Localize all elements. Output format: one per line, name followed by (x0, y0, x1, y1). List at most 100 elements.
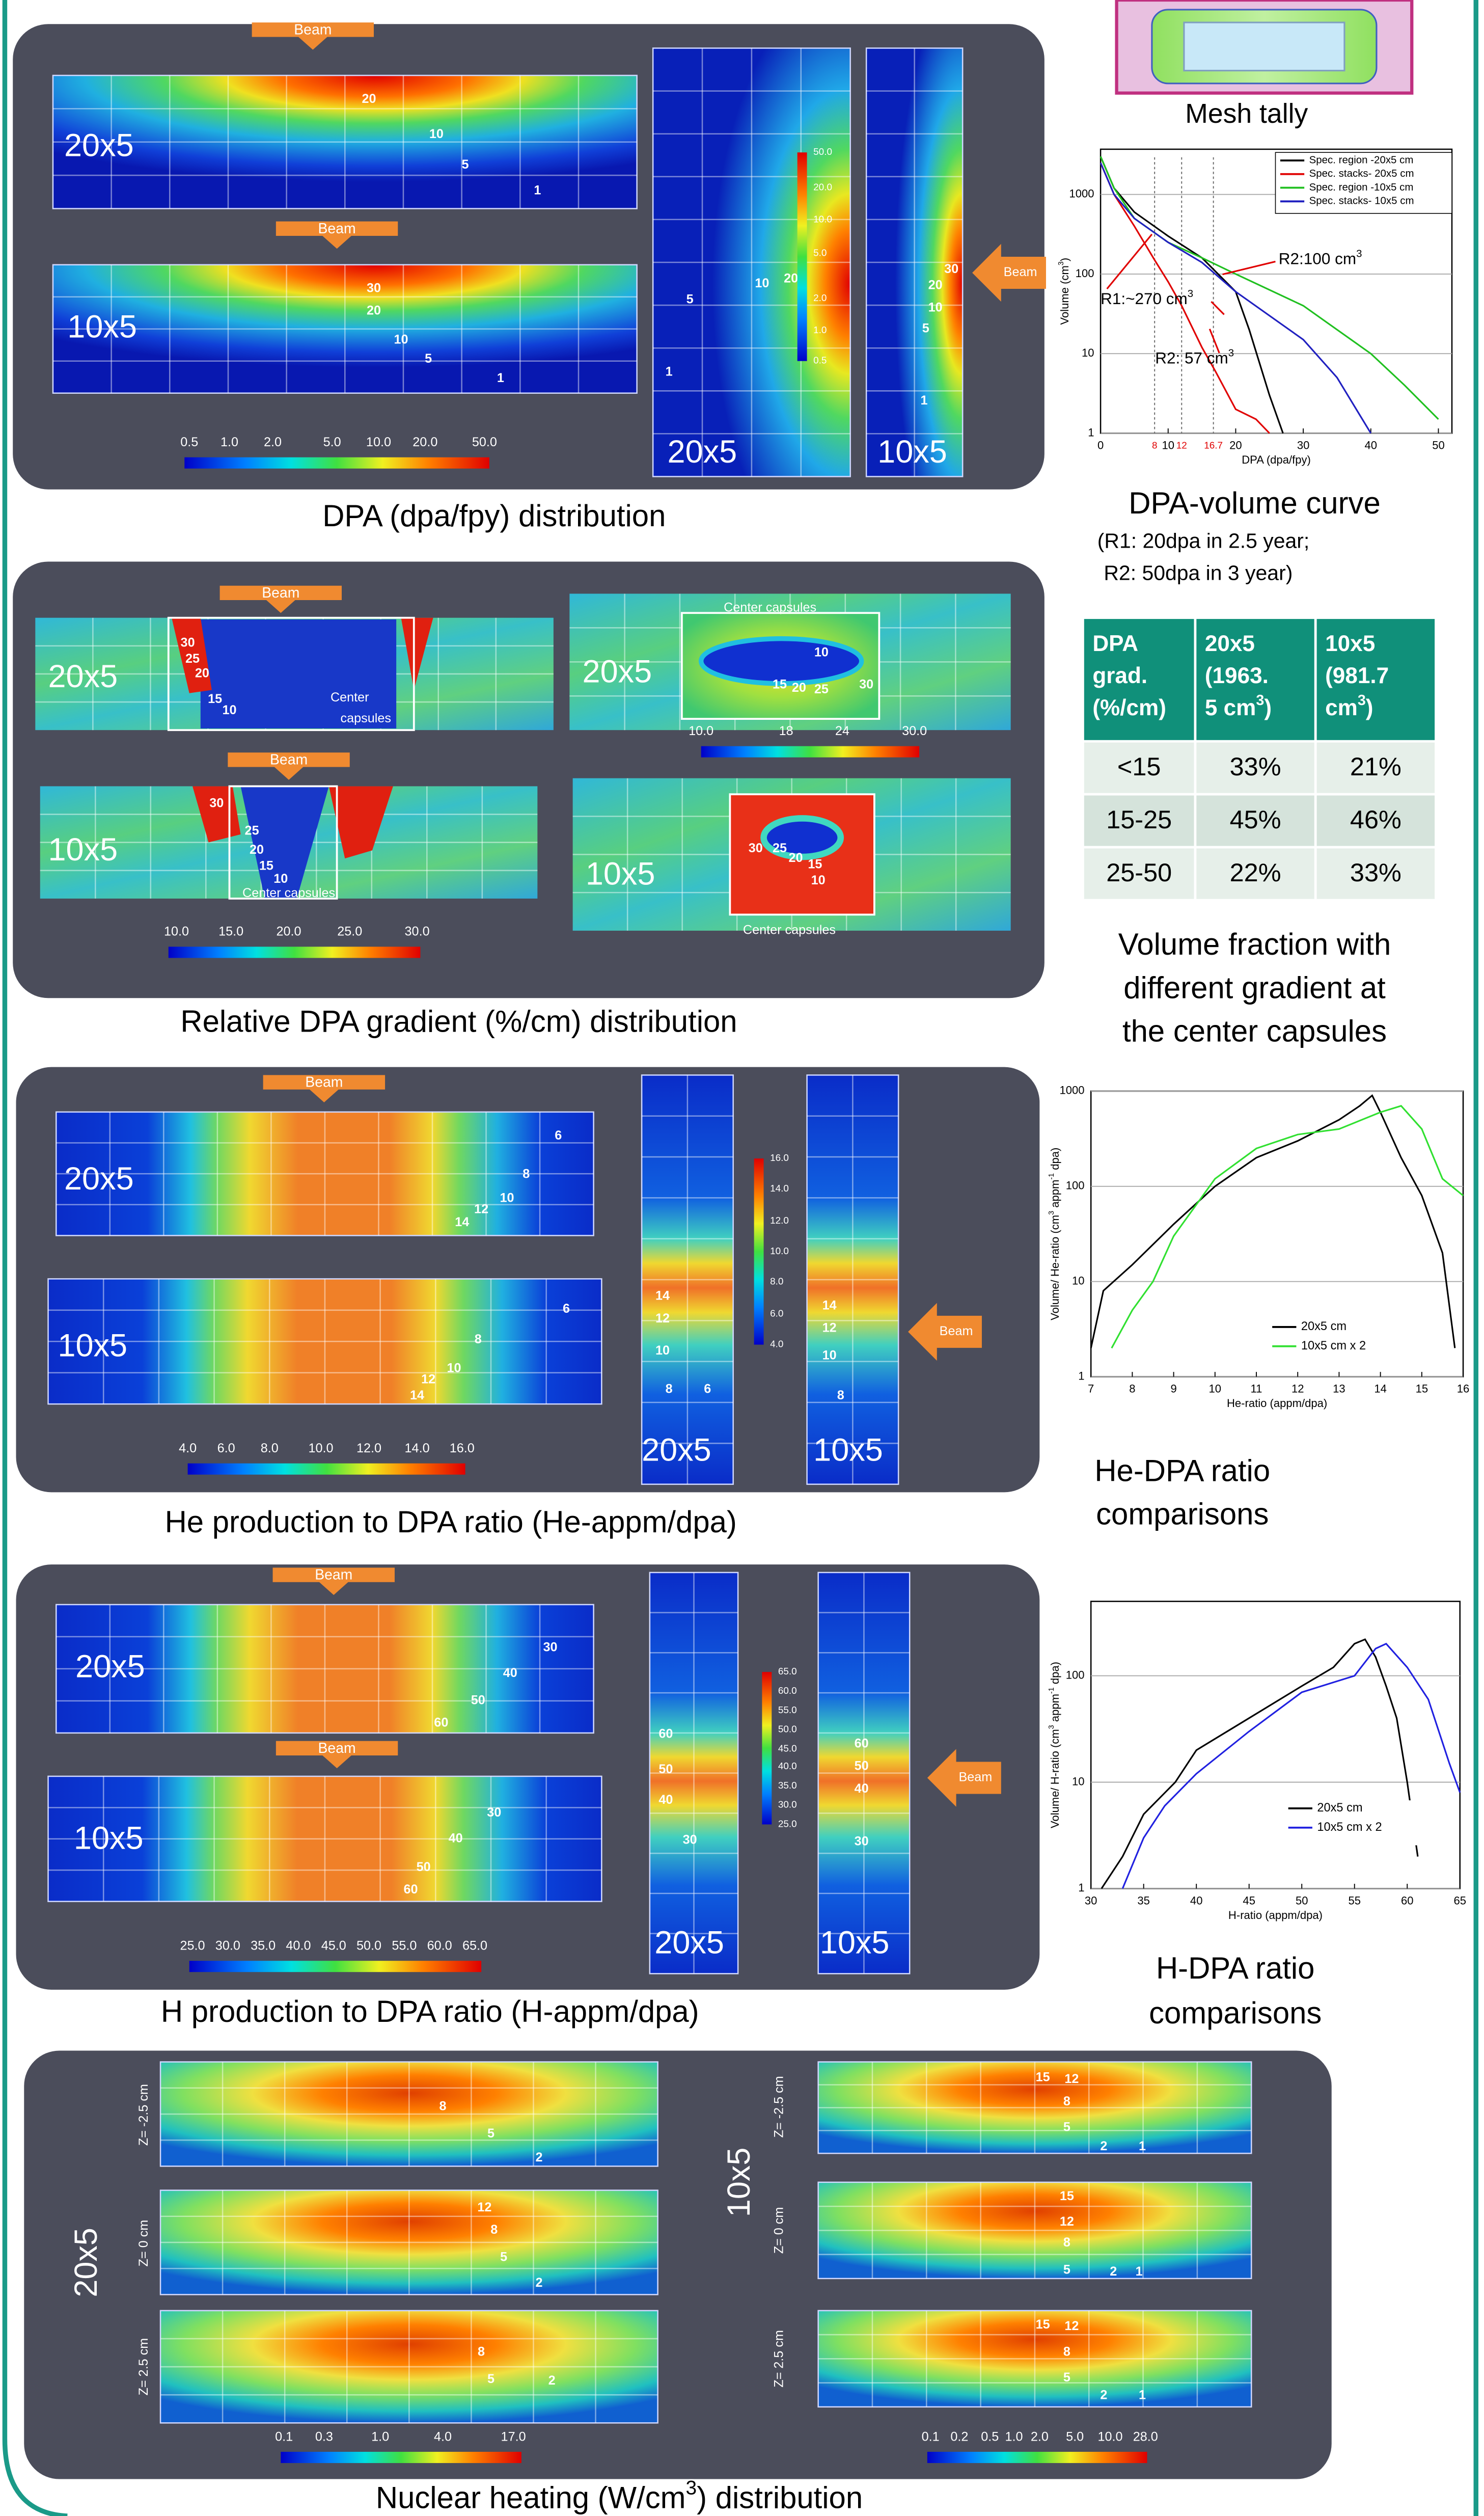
colorbar-label: 4.0 (770, 1339, 783, 1350)
beam-label: Beam (318, 221, 356, 237)
text-part: 3 (1057, 261, 1065, 265)
x-tick-label: 40 (1190, 1894, 1203, 1907)
colorbar-label: 0.5 (813, 356, 827, 366)
table-cell-text: 33% (1230, 752, 1281, 781)
map-label: 20x5 (64, 1161, 134, 1197)
contour-label: 30 (944, 262, 958, 276)
text-part: 3 (686, 2477, 697, 2499)
colorbar-label: 25.0 (180, 1938, 205, 1953)
label: Center capsules (743, 923, 836, 937)
colorbar-label: 40.0 (778, 1761, 797, 1772)
colorbar-label: 4.0 (434, 2429, 452, 2444)
contour-label: 10 (429, 127, 444, 141)
contour-label: 12 (655, 1311, 670, 1325)
colorbar-label: 35.0 (778, 1780, 797, 1791)
x-tick-label: 12 (1291, 1383, 1304, 1395)
map-label: 20x5 (68, 2228, 104, 2297)
panel-caption: Nuclear heating (W/cm3) distribution (376, 2477, 863, 2514)
y-tick-label: 1 (1078, 1881, 1084, 1894)
colorbar-label: 5.0 (1066, 2429, 1084, 2444)
text-part: ) (1366, 695, 1373, 720)
colorbar-label: 12.0 (356, 1441, 381, 1455)
contour-label: 1 (921, 393, 928, 408)
beam-label: Beam (270, 752, 308, 768)
contour-label: 5 (487, 2372, 494, 2386)
contour-label: 14 (410, 1388, 424, 1402)
contour-label: 30 (209, 796, 224, 810)
table-cell-text: 45% (1230, 805, 1281, 834)
map-label: 10x5 (877, 434, 947, 470)
map-label: 20x5 (64, 127, 134, 163)
contour-label: 60 (658, 1727, 673, 1741)
colorbar-label: 55.0 (778, 1705, 797, 1716)
contour-label: 8 (1063, 2344, 1070, 2359)
map-label: 10x5 (58, 1328, 127, 1364)
colorbar (169, 946, 421, 958)
contour-label: 1 (666, 364, 673, 378)
label: Center (331, 690, 369, 705)
colorbar-label: 20.0 (813, 182, 832, 193)
text-part: cm (1325, 695, 1358, 720)
colorbar-label: 10.0 (309, 1441, 334, 1455)
colorbar-label: 1.0 (1005, 2429, 1023, 2444)
colorbar-label: 16.0 (770, 1153, 789, 1164)
beam-label: Beam (958, 1770, 992, 1784)
map-label: 10x5 (820, 1925, 890, 1960)
contour-label: 1 (1139, 2139, 1146, 2153)
contour-label: 5 (500, 2250, 507, 2264)
contour-label: 12 (1064, 2319, 1079, 2333)
map-label: 20x5 (668, 434, 737, 470)
colorbar-label: 65.0 (462, 1938, 487, 1953)
colorbar-label: 28.0 (1133, 2429, 1158, 2444)
contour-label: 25 (245, 823, 259, 837)
text-part: dpa) (1049, 1148, 1061, 1173)
colorbar-label: 10.0 (366, 435, 391, 449)
x-tick-label: 10 (1162, 439, 1174, 451)
contour-label: 30 (683, 1833, 697, 1847)
beam-label: Beam (315, 1567, 352, 1583)
table-cell-text: 22% (1230, 858, 1281, 887)
colorbar-label: 30.0 (405, 925, 430, 939)
colorbar-label: 6.0 (217, 1441, 235, 1455)
x-tick-label: 15 (1416, 1383, 1428, 1395)
colorbar-label: 55.0 (392, 1938, 417, 1953)
contour-label: 12 (474, 1202, 488, 1216)
contour-label: 20 (928, 278, 943, 292)
map-label: 10x5 (721, 2148, 757, 2217)
x-tick-label: 30 (1297, 439, 1310, 451)
plane-label: Z= -2.5 cm (136, 2084, 151, 2146)
colorbar-label: 8.0 (261, 1441, 279, 1455)
contour-label: 30 (367, 281, 381, 295)
colorbar-label: 1.0 (371, 2429, 389, 2444)
colorbar-label: 17.0 (501, 2429, 526, 2444)
colorbar-label: 0.2 (950, 2429, 968, 2444)
plane-label: Z= -2.5 cm (772, 2076, 786, 2138)
colorbar (798, 152, 807, 361)
contour-label: 50 (855, 1759, 869, 1773)
table-cell-text: 21% (1350, 752, 1401, 781)
map-label: 10x5 (74, 1821, 144, 1856)
colorbar (927, 2452, 1147, 2463)
colorbar-label: 16.0 (450, 1441, 475, 1455)
legend-label: Spec. stacks- 10x5 cm (1309, 195, 1414, 207)
heatmap-region (701, 639, 862, 684)
contour-label: 20 (792, 681, 806, 695)
plane-label: Z= 0 cm (136, 2220, 151, 2267)
x-tick-label: 7 (1088, 1383, 1094, 1395)
y-tick-label: 1 (1088, 426, 1094, 439)
contour-label: 14 (655, 1289, 670, 1303)
colorbar-label: 30.0 (778, 1800, 797, 1810)
contour-label: 8 (439, 2099, 446, 2113)
table-cell-text: 46% (1350, 805, 1401, 834)
contour-label: 30 (855, 1834, 869, 1849)
contour-label: 8 (1063, 2094, 1070, 2108)
contour-label: 20 (789, 851, 803, 865)
y-tick-label: 100 (1076, 267, 1094, 280)
contour-label: 30 (859, 678, 873, 692)
colorbar-label: 8.0 (770, 1277, 783, 1287)
table-header-text: (1963. (1205, 663, 1269, 688)
contour-label: 40 (449, 1831, 463, 1845)
contour-label: 10 (814, 645, 829, 660)
colorbar-label: 45.0 (778, 1743, 797, 1754)
x-tick-label: 9 (1170, 1383, 1176, 1395)
